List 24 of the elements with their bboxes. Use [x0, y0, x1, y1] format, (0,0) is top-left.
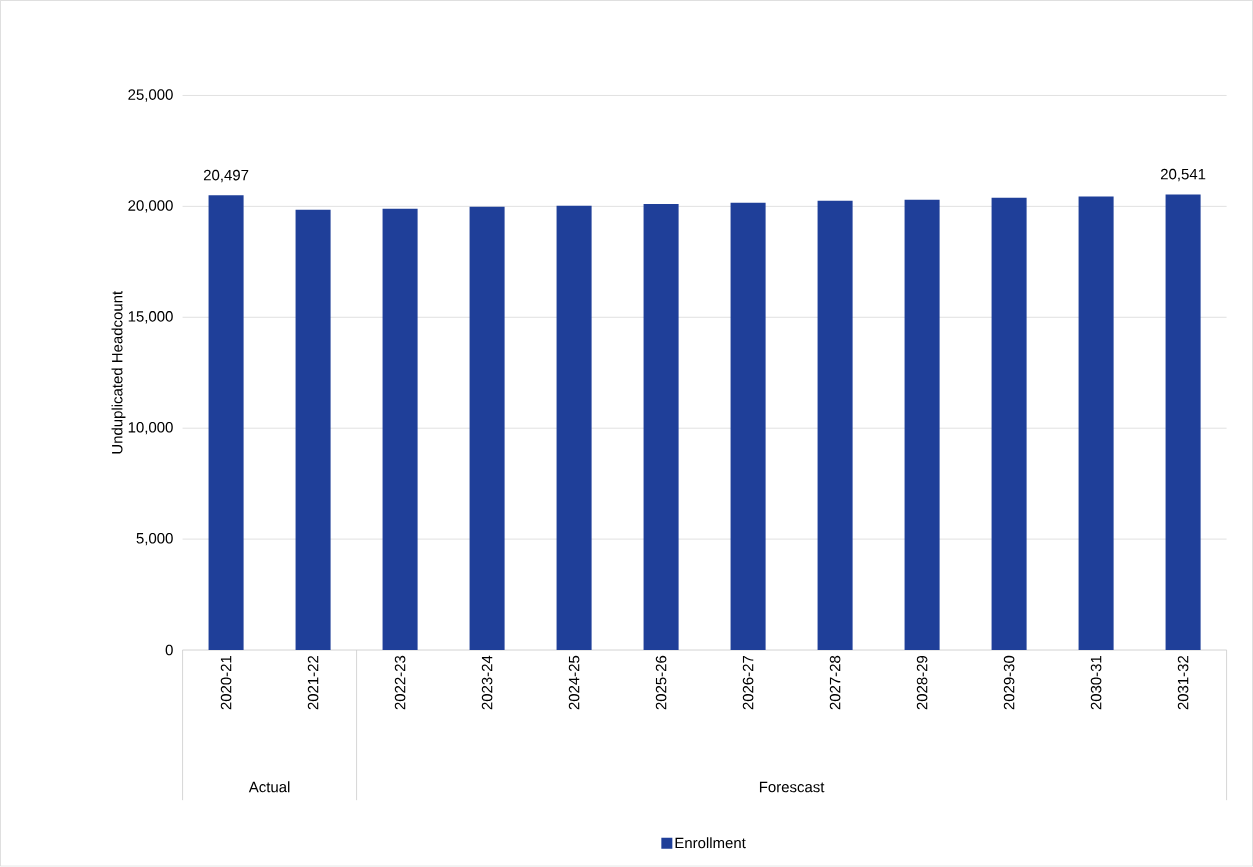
x-tick-label: 2022-23 — [394, 656, 406, 710]
text: Actual — [248, 781, 290, 793]
x-tick-label: 2023-24 — [481, 655, 493, 710]
x-tick-label: 2020-21 — [220, 656, 232, 710]
x-tick-label: 2027-28 — [829, 656, 841, 710]
x-tick-label: 2025-26 — [655, 656, 667, 710]
y-tick-label: 5,000 — [136, 533, 173, 546]
y-tick-label: 0 — [165, 644, 173, 656]
x-tick-label: 2031-32 — [1177, 656, 1189, 710]
y-tick-label: 20,000 — [128, 200, 173, 213]
x-tick-label: 2021-22 — [307, 656, 319, 710]
y-axis-title: Unduplicated Headcount — [111, 291, 126, 454]
x-tick-label: 2024-25 — [568, 656, 580, 710]
data-label: 20,541 — [1160, 169, 1206, 182]
y-tick-label: 10,000 — [128, 422, 173, 435]
y-tick-label: 25,000 — [128, 89, 173, 102]
x-tick-label: 2026-27 — [742, 656, 754, 710]
x-tick-label: 2030-31 — [1090, 656, 1102, 710]
legend-label: Enrollment — [675, 837, 746, 849]
x-tick-label: 2028-29 — [916, 656, 928, 710]
data-label: 20,497 — [203, 169, 249, 183]
x-tick-label: 2029-30 — [1003, 655, 1015, 710]
y-tick-label: 15,000 — [128, 311, 173, 324]
text: Forescast — [759, 782, 825, 793]
